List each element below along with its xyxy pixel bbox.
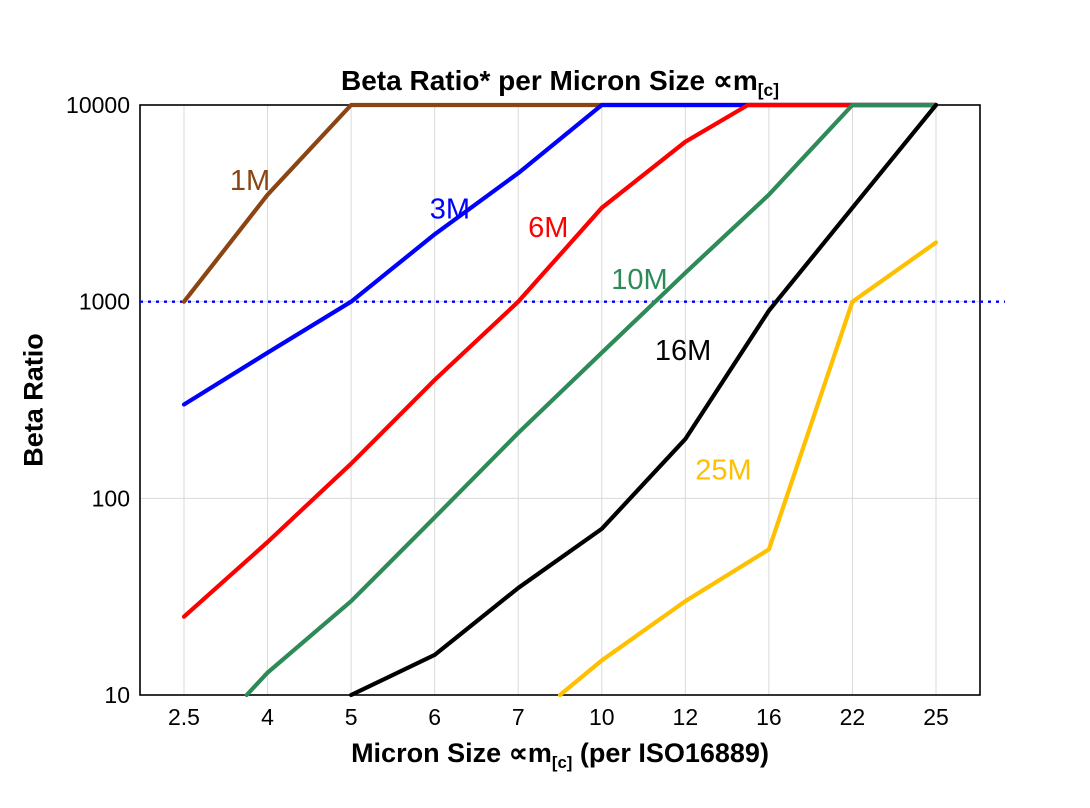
x-axis-title-suffix: (per ISO16889): [572, 738, 769, 768]
y-tick-label: 1000: [79, 289, 130, 315]
x-axis-title: Micron Size ∝m[c] (per ISO16889): [140, 738, 980, 773]
y-tick-label: 10: [104, 682, 130, 708]
y-axis-title: Beta Ratio: [19, 333, 50, 467]
x-tick-label: 10: [589, 704, 615, 730]
y-tick-label: 10000: [66, 92, 130, 118]
series-line-25M: [557, 240, 939, 698]
chart-title: Beta Ratio* per Micron Size ∝m[c]: [140, 64, 980, 101]
x-tick-label: 22: [840, 704, 866, 730]
chart-title-text: Beta Ratio* per Micron Size ∝m: [341, 65, 758, 96]
series-line-10M: [244, 102, 939, 698]
series-line-16M: [349, 102, 939, 698]
x-tick-label: 16: [756, 704, 782, 730]
y-axis-title-text: Beta Ratio: [18, 333, 49, 467]
series-label-1M: 1M: [230, 165, 270, 197]
series-line-6M: [181, 102, 939, 619]
x-tick-label: 2.5: [168, 704, 200, 730]
x-tick-label: 5: [345, 704, 358, 730]
x-tick-label: 4: [261, 704, 274, 730]
chart-title-subscript: [c]: [757, 80, 779, 101]
series-label-3M: 3M: [430, 193, 470, 225]
x-axis-title-subscript: [c]: [551, 752, 573, 772]
x-tick-label: 25: [923, 704, 949, 730]
series-label-16M: 16M: [655, 335, 711, 367]
x-axis-title-text: Micron Size ∝m: [351, 738, 552, 768]
x-tick-label: 12: [673, 704, 699, 730]
x-tick-label: 6: [428, 704, 441, 730]
series-label-25M: 25M: [695, 455, 751, 487]
series-label-10M: 10M: [611, 264, 667, 296]
y-tick-label: 100: [92, 485, 130, 511]
series-line-3M: [181, 102, 939, 407]
series-label-6M: 6M: [528, 212, 568, 244]
x-tick-label: 7: [512, 704, 525, 730]
